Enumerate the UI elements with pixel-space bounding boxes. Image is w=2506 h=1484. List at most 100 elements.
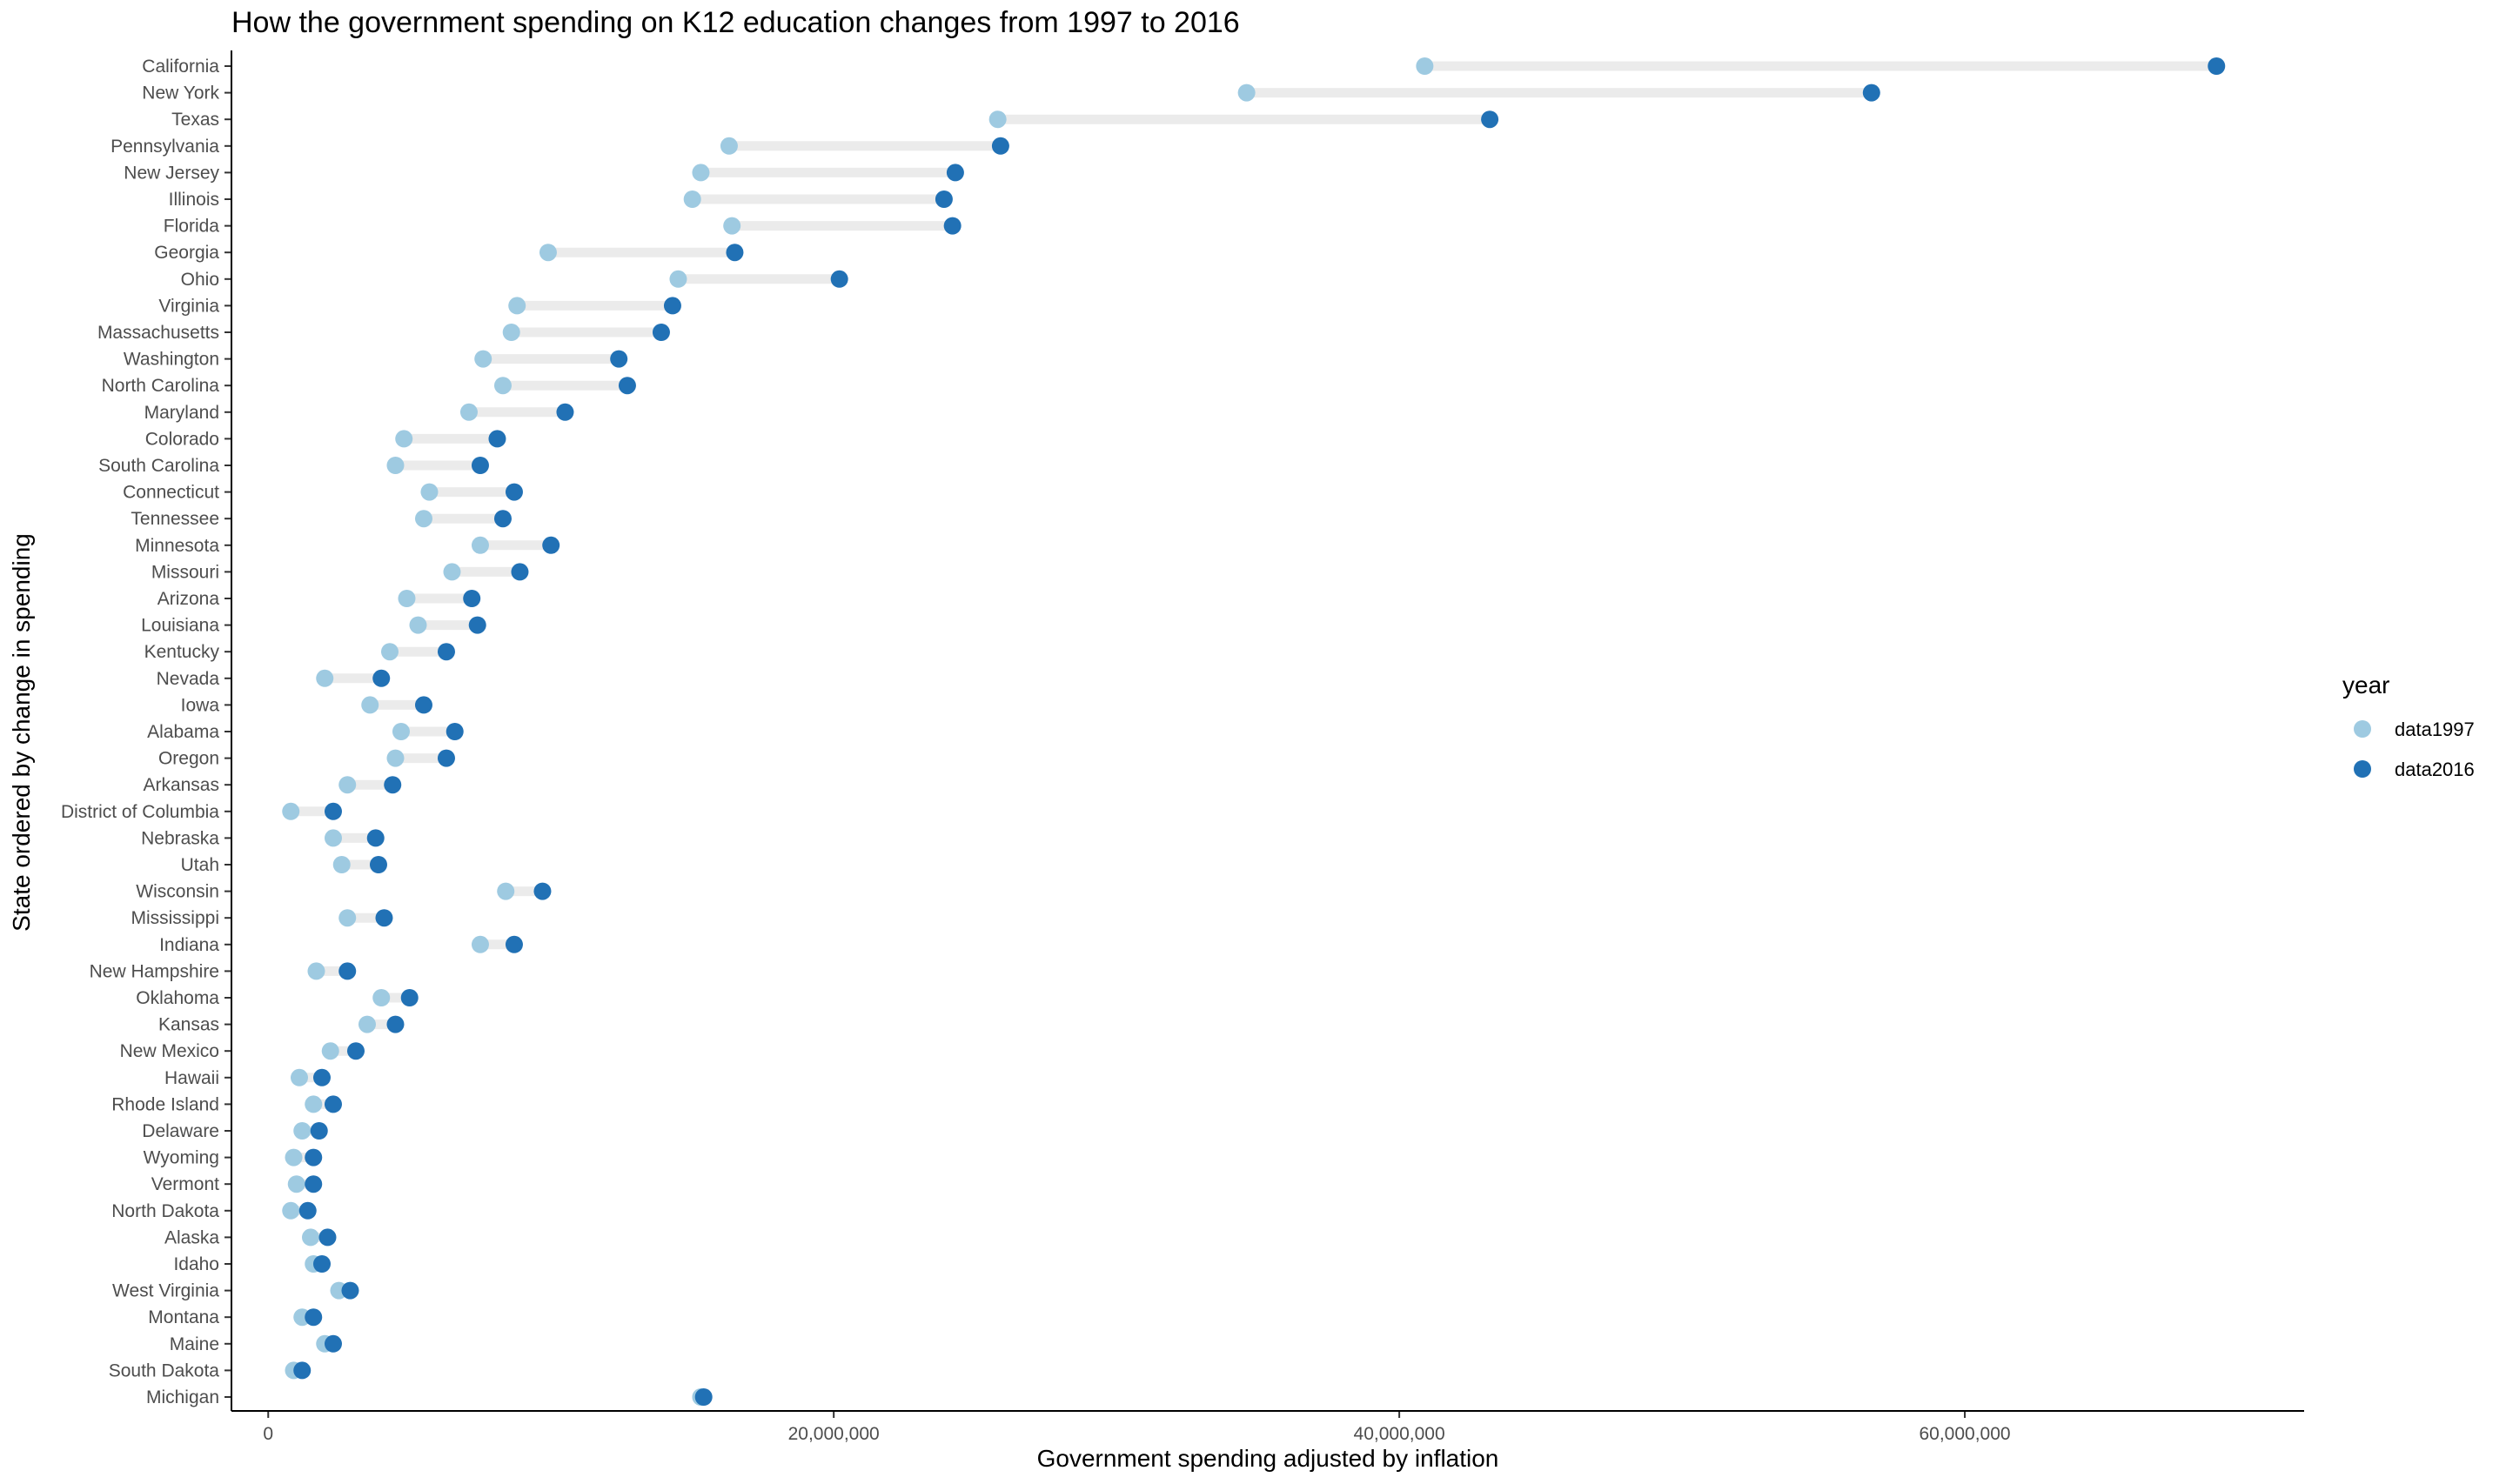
point-1997-8	[669, 270, 687, 288]
point-2016-45	[312, 1255, 331, 1273]
x-tick-label-2: 40,000,000	[1354, 1424, 1445, 1444]
category-label-41: Wyoming	[144, 1148, 219, 1168]
point-2016-46	[341, 1281, 359, 1300]
point-2016-43	[298, 1201, 317, 1220]
category-label-9: Virginia	[158, 296, 219, 316]
point-1997-32	[338, 909, 357, 927]
point-1997-31	[497, 882, 515, 900]
point-layer	[282, 57, 2226, 1406]
point-2016-17	[493, 510, 512, 528]
point-2016-0	[2208, 57, 2226, 75]
point-2016-39	[324, 1095, 342, 1113]
category-label-32: Mississippi	[131, 908, 219, 928]
point-2016-48	[324, 1334, 342, 1353]
category-label-26: Oregon	[158, 749, 219, 769]
point-1997-42	[287, 1175, 305, 1193]
point-2016-49	[293, 1361, 312, 1380]
point-2016-26	[437, 749, 455, 767]
point-1997-21	[409, 616, 427, 634]
category-label-7: Georgia	[154, 243, 219, 263]
point-2016-25	[446, 723, 464, 740]
category-label-21: Louisiana	[141, 616, 219, 636]
y-axis-labels: California New York Texas Pennsylvania New J…	[61, 57, 231, 1407]
category-label-39: Rhode Island	[111, 1094, 219, 1114]
category-label-34: New Hampshire	[90, 961, 219, 981]
point-1997-17	[414, 510, 432, 528]
category-label-25: Alabama	[147, 722, 219, 742]
x-axis-ticks: 0 20,000,000 40,000,000 60,000,000	[263, 1411, 2011, 1444]
point-1997-24	[361, 696, 379, 714]
point-2016-37	[346, 1042, 365, 1060]
point-1997-28	[282, 802, 300, 820]
point-2016-11	[610, 350, 628, 368]
point-2016-14	[488, 430, 506, 448]
x-tick-label-1: 20,000,000	[788, 1424, 880, 1444]
category-label-19: Missouri	[151, 562, 219, 582]
point-2016-9	[663, 297, 681, 315]
point-2016-7	[726, 244, 744, 262]
point-2016-30	[369, 856, 387, 873]
point-1997-22	[380, 643, 399, 661]
point-2016-41	[305, 1148, 323, 1166]
category-label-42: Vermont	[151, 1174, 219, 1194]
x-tick-label-0: 0	[263, 1424, 273, 1444]
legend-label-data1997: data1997	[2395, 719, 2475, 740]
category-label-40: Delaware	[142, 1121, 219, 1141]
point-1997-15	[386, 457, 405, 474]
point-1997-10	[502, 324, 520, 341]
category-label-24: Iowa	[181, 695, 220, 715]
point-1997-0	[1416, 57, 1434, 75]
category-label-48: Maine	[170, 1334, 219, 1354]
point-2016-1	[1862, 84, 1880, 102]
category-label-33: Indiana	[159, 935, 219, 955]
legend-title: year	[2342, 672, 2389, 699]
category-label-30: Utah	[181, 855, 219, 875]
category-label-13: Maryland	[144, 403, 219, 423]
point-1997-2	[988, 110, 1007, 129]
category-label-46: West Virginia	[112, 1281, 219, 1301]
chart-title: How the government spending on K12 educa…	[231, 6, 1240, 39]
point-1997-19	[443, 563, 461, 581]
category-label-22: Kentucky	[144, 642, 220, 662]
category-label-29: Nebraska	[141, 828, 219, 848]
point-1997-14	[395, 430, 413, 448]
point-2016-38	[312, 1068, 331, 1086]
point-1997-30	[332, 856, 351, 873]
category-label-20: Arizona	[157, 589, 220, 609]
point-2016-15	[471, 457, 489, 474]
point-2016-5	[935, 191, 953, 208]
point-1997-29	[324, 829, 342, 847]
category-label-1: New York	[142, 84, 219, 104]
point-2016-18	[542, 536, 560, 554]
point-2016-21	[468, 616, 486, 634]
category-label-31: Wisconsin	[136, 882, 219, 902]
category-label-23: Nevada	[157, 669, 220, 689]
point-2016-24	[414, 696, 432, 714]
point-2016-50	[694, 1388, 713, 1406]
category-label-15: South Carolina	[98, 456, 219, 476]
point-2016-6	[943, 217, 962, 235]
point-1997-40	[293, 1122, 312, 1140]
point-1997-5	[683, 191, 701, 208]
point-1997-3	[720, 137, 738, 155]
category-label-8: Ohio	[181, 270, 219, 290]
point-2016-29	[366, 829, 385, 847]
legend-items: data1997 data2016	[2354, 719, 2475, 780]
point-2016-34	[338, 962, 357, 980]
point-1997-12	[493, 377, 512, 395]
point-2016-12	[618, 377, 636, 395]
point-2016-44	[318, 1228, 337, 1247]
point-1997-13	[459, 403, 478, 421]
point-1997-11	[474, 350, 492, 368]
point-1997-25	[392, 723, 410, 740]
category-label-49: South Dakota	[109, 1360, 220, 1380]
category-label-2: Texas	[171, 110, 219, 130]
category-label-44: Alaska	[164, 1227, 219, 1247]
point-2016-3	[991, 137, 1009, 155]
legend-key-data1997	[2354, 720, 2371, 738]
point-1997-6	[723, 217, 741, 235]
category-label-38: Hawaii	[164, 1068, 219, 1088]
point-1997-37	[321, 1042, 339, 1060]
category-label-4: New Jersey	[124, 163, 219, 183]
point-1997-36	[358, 1015, 376, 1033]
